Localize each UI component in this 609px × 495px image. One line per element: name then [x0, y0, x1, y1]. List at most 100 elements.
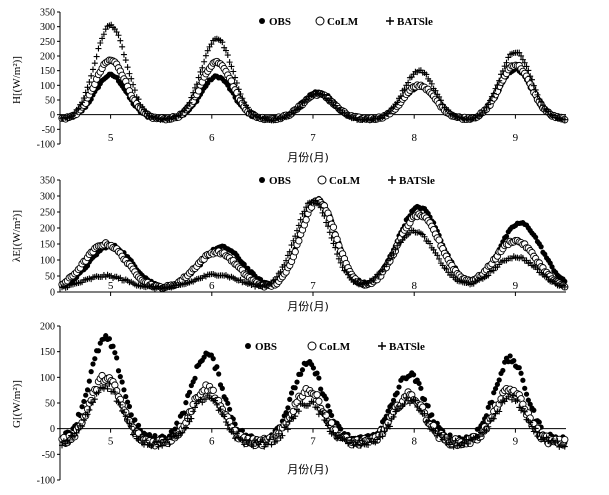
y-tick-label: 50 — [45, 272, 55, 283]
data-point — [295, 222, 302, 229]
data-point — [314, 404, 321, 411]
data-point — [179, 429, 186, 436]
data-point — [476, 433, 483, 440]
data-point — [80, 95, 87, 102]
data-point — [84, 411, 91, 418]
x-tick-label: 7 — [310, 436, 316, 448]
data-point — [330, 240, 337, 247]
data-point — [241, 99, 248, 106]
data-point — [214, 364, 220, 370]
x-tick-label: 5 — [108, 132, 114, 144]
y-tick-label: 300 — [40, 22, 55, 33]
data-point — [329, 412, 335, 419]
y-tick-label: -100 — [37, 476, 55, 487]
data-point — [66, 439, 73, 446]
data-point — [243, 436, 250, 443]
data-point — [332, 431, 339, 438]
data-point — [457, 442, 464, 449]
data-point — [527, 419, 534, 426]
data-point — [201, 58, 208, 65]
data-point — [437, 97, 444, 104]
data-point — [266, 436, 273, 443]
data-point — [396, 384, 402, 390]
data-point — [377, 428, 384, 435]
data-point — [128, 412, 134, 418]
data-point — [528, 76, 535, 83]
data-point — [436, 255, 443, 262]
data-point — [503, 59, 510, 66]
data-point — [192, 404, 199, 411]
data-point — [521, 59, 528, 66]
data-point — [255, 441, 262, 448]
data-point — [499, 67, 506, 74]
data-point — [518, 370, 524, 376]
data-point — [124, 64, 131, 71]
y-tick-label: 150 — [40, 240, 55, 251]
data-point — [95, 45, 102, 52]
data-point — [190, 89, 197, 96]
data-point — [237, 91, 244, 98]
data-point — [516, 49, 523, 56]
legend-marker-batsle — [386, 17, 394, 25]
data-point — [490, 415, 497, 422]
data-point — [277, 268, 284, 275]
data-point — [135, 96, 142, 103]
legend-marker-batsle — [388, 176, 396, 184]
data-point — [112, 350, 118, 356]
data-point — [412, 397, 419, 404]
data-point — [216, 371, 222, 377]
data-point — [201, 354, 207, 360]
data-point — [429, 412, 435, 418]
data-point — [505, 54, 512, 61]
data-point — [313, 391, 321, 399]
x-axis-title: 月份(月) — [287, 151, 329, 164]
data-point — [520, 377, 526, 383]
data-point — [394, 390, 400, 396]
legend-label-obs: OBS — [269, 175, 291, 187]
data-point — [383, 424, 390, 431]
data-point — [485, 423, 492, 430]
data-point — [224, 422, 231, 429]
data-point — [120, 51, 127, 58]
legend-marker-obs — [259, 177, 265, 183]
data-point — [510, 392, 517, 399]
data-point — [219, 39, 226, 46]
data-point — [285, 405, 291, 411]
legend-marker-colm — [317, 175, 327, 185]
data-point — [530, 82, 537, 89]
data-point — [62, 440, 69, 447]
data-point — [287, 396, 293, 402]
data-point — [536, 419, 542, 425]
data-point — [193, 81, 200, 88]
data-point — [435, 236, 443, 244]
data-point — [426, 240, 433, 247]
data-point — [59, 442, 66, 449]
data-point — [301, 208, 308, 215]
data-point — [522, 385, 528, 391]
legend-label-colm: CoLM — [329, 175, 361, 187]
data-point — [186, 99, 193, 106]
data-point — [357, 442, 364, 449]
y-tick-label: 250 — [40, 37, 55, 48]
data-point — [232, 435, 239, 442]
data-point — [434, 252, 441, 259]
y-tick-label: 0 — [50, 424, 55, 435]
data-point — [318, 386, 324, 392]
data-point — [500, 367, 506, 374]
data-point — [319, 209, 326, 216]
data-point — [321, 92, 328, 99]
data-point — [514, 397, 521, 404]
data-point — [370, 277, 377, 284]
data-point — [79, 423, 86, 430]
data-point — [225, 400, 231, 406]
data-point — [250, 443, 257, 450]
data-point — [321, 213, 328, 220]
data-point — [425, 417, 432, 424]
data-point — [410, 372, 417, 378]
data-point — [192, 375, 198, 381]
data-point — [104, 385, 111, 392]
data-point — [155, 443, 162, 450]
x-tick-label: 8 — [411, 132, 417, 144]
data-point — [539, 435, 546, 442]
data-point — [483, 427, 490, 434]
